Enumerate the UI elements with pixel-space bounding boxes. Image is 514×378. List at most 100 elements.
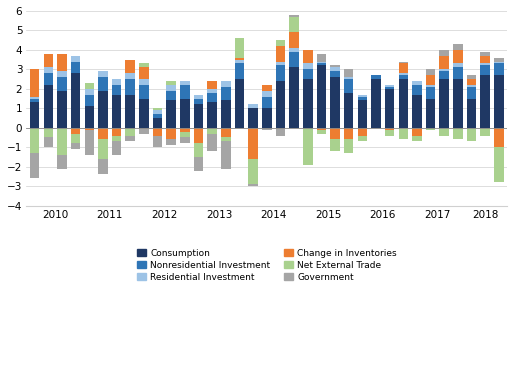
Bar bbox=[358, 135, 367, 141]
Legend: Consumption, Nonresidential Investment, Residential Investment, Change in Invent: Consumption, Nonresidential Investment, … bbox=[133, 245, 400, 286]
Bar bbox=[303, 64, 313, 69]
Bar bbox=[289, 15, 299, 17]
Bar bbox=[481, 65, 490, 75]
Bar bbox=[358, 94, 367, 97]
Bar bbox=[317, 130, 326, 133]
Bar bbox=[44, 138, 53, 147]
Bar bbox=[180, 81, 190, 85]
Bar bbox=[98, 159, 108, 174]
Bar bbox=[467, 79, 476, 85]
Bar bbox=[439, 69, 449, 71]
Bar bbox=[467, 128, 476, 141]
Bar bbox=[30, 153, 40, 178]
Bar bbox=[439, 79, 449, 128]
Bar bbox=[385, 130, 394, 135]
Bar bbox=[57, 128, 67, 155]
Bar bbox=[344, 69, 354, 77]
Bar bbox=[303, 79, 313, 128]
Bar bbox=[84, 83, 94, 89]
Bar bbox=[453, 50, 463, 64]
Bar bbox=[44, 85, 53, 128]
Bar bbox=[112, 135, 121, 141]
Bar bbox=[344, 139, 354, 153]
Bar bbox=[453, 44, 463, 50]
Bar bbox=[71, 143, 80, 149]
Bar bbox=[453, 64, 463, 67]
Bar bbox=[481, 64, 490, 65]
Bar bbox=[194, 104, 203, 128]
Bar bbox=[167, 91, 176, 101]
Bar bbox=[44, 73, 53, 85]
Bar bbox=[153, 114, 162, 118]
Bar bbox=[371, 79, 381, 128]
Bar bbox=[139, 99, 149, 128]
Bar bbox=[221, 87, 231, 101]
Bar bbox=[358, 128, 367, 135]
Bar bbox=[139, 85, 149, 99]
Bar bbox=[398, 64, 408, 73]
Bar bbox=[167, 81, 176, 85]
Bar bbox=[167, 128, 176, 139]
Bar bbox=[207, 93, 217, 102]
Bar bbox=[84, 94, 94, 106]
Bar bbox=[84, 89, 94, 94]
Bar bbox=[385, 85, 394, 87]
Bar bbox=[303, 128, 313, 165]
Bar bbox=[248, 184, 258, 186]
Bar bbox=[44, 54, 53, 67]
Bar bbox=[412, 135, 421, 141]
Bar bbox=[194, 157, 203, 170]
Bar bbox=[439, 71, 449, 79]
Bar bbox=[317, 128, 326, 130]
Bar bbox=[30, 128, 40, 153]
Bar bbox=[331, 71, 340, 77]
Bar bbox=[125, 79, 135, 94]
Bar bbox=[276, 128, 285, 135]
Bar bbox=[276, 62, 285, 65]
Bar bbox=[385, 87, 394, 89]
Bar bbox=[426, 128, 435, 130]
Bar bbox=[331, 139, 340, 151]
Bar bbox=[235, 60, 244, 64]
Bar bbox=[426, 75, 435, 85]
Bar bbox=[481, 52, 490, 56]
Bar bbox=[344, 128, 354, 139]
Bar bbox=[84, 128, 94, 130]
Bar bbox=[467, 85, 476, 87]
Bar bbox=[207, 81, 217, 89]
Bar bbox=[207, 128, 217, 133]
Bar bbox=[426, 69, 435, 75]
Bar bbox=[331, 67, 340, 71]
Bar bbox=[494, 147, 504, 182]
Bar bbox=[276, 40, 285, 46]
Bar bbox=[494, 75, 504, 128]
Bar bbox=[221, 81, 231, 87]
Bar bbox=[248, 159, 258, 184]
Bar bbox=[98, 91, 108, 128]
Bar bbox=[57, 77, 67, 91]
Bar bbox=[262, 128, 271, 130]
Bar bbox=[303, 50, 313, 64]
Bar bbox=[481, 56, 490, 64]
Bar bbox=[317, 62, 326, 64]
Bar bbox=[235, 38, 244, 58]
Bar bbox=[71, 133, 80, 143]
Bar bbox=[44, 128, 53, 138]
Bar bbox=[303, 69, 313, 79]
Bar bbox=[180, 99, 190, 128]
Bar bbox=[262, 85, 271, 91]
Bar bbox=[57, 155, 67, 169]
Bar bbox=[57, 91, 67, 128]
Bar bbox=[262, 108, 271, 128]
Bar bbox=[30, 99, 40, 102]
Bar bbox=[180, 132, 190, 138]
Bar bbox=[84, 106, 94, 128]
Bar bbox=[439, 128, 449, 135]
Bar bbox=[153, 110, 162, 114]
Bar bbox=[262, 91, 271, 97]
Bar bbox=[112, 128, 121, 135]
Bar bbox=[453, 67, 463, 79]
Bar bbox=[84, 130, 94, 155]
Bar bbox=[71, 73, 80, 128]
Bar bbox=[317, 65, 326, 128]
